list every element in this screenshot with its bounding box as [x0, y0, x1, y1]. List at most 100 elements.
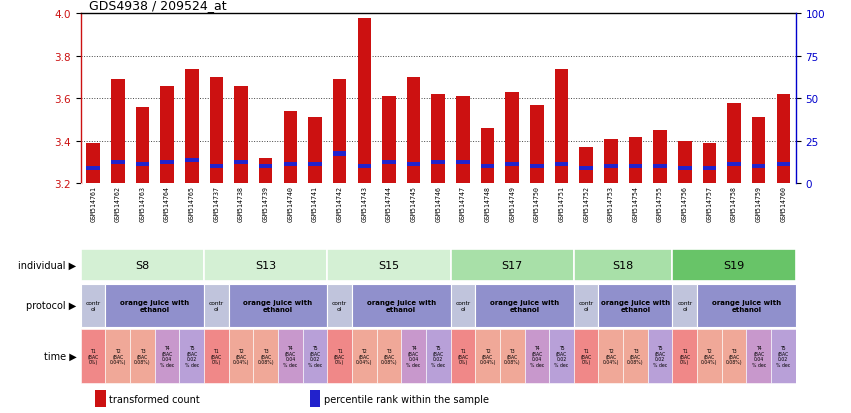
- Bar: [697, 330, 722, 383]
- Text: T2
(BAC
0.04%): T2 (BAC 0.04%): [479, 348, 496, 364]
- Text: transformed count: transformed count: [110, 394, 200, 404]
- Text: GSM514751: GSM514751: [558, 186, 564, 222]
- Text: GSM514758: GSM514758: [731, 186, 737, 222]
- Bar: [87, 144, 100, 184]
- Bar: [135, 107, 149, 184]
- Bar: [629, 137, 643, 184]
- Bar: [450, 249, 574, 282]
- Bar: [654, 131, 667, 184]
- Text: GSM514739: GSM514739: [263, 186, 269, 222]
- Bar: [623, 330, 648, 383]
- Bar: [278, 330, 303, 383]
- Text: GSM514741: GSM514741: [312, 186, 318, 222]
- Bar: [402, 330, 426, 383]
- Bar: [352, 330, 377, 383]
- Bar: [629, 165, 643, 169]
- Bar: [475, 284, 574, 327]
- Bar: [328, 330, 352, 383]
- Text: T5
(BAC
0.02
% dec: T5 (BAC 0.02 % dec: [554, 346, 568, 367]
- Bar: [180, 330, 204, 383]
- Bar: [111, 80, 124, 184]
- Bar: [728, 163, 741, 167]
- Bar: [678, 142, 692, 184]
- Bar: [333, 152, 346, 156]
- Text: GSM514755: GSM514755: [657, 186, 663, 222]
- Text: GSM514740: GSM514740: [288, 186, 294, 222]
- Bar: [481, 165, 494, 169]
- Bar: [703, 144, 717, 184]
- Text: GSM514749: GSM514749: [509, 186, 515, 222]
- Bar: [598, 284, 672, 327]
- Bar: [333, 80, 346, 184]
- Text: T2
(BAC
0.04%): T2 (BAC 0.04%): [110, 348, 126, 364]
- Text: GSM514762: GSM514762: [115, 186, 121, 222]
- Text: T1
(BAC
0%): T1 (BAC 0%): [334, 348, 346, 364]
- Bar: [303, 330, 328, 383]
- Text: S19: S19: [723, 260, 745, 271]
- Bar: [357, 19, 371, 184]
- Text: GSM514754: GSM514754: [632, 186, 638, 222]
- Bar: [771, 330, 796, 383]
- Text: T5
(BAC
0.02
% dec: T5 (BAC 0.02 % dec: [308, 346, 323, 367]
- Text: GSM514745: GSM514745: [411, 186, 417, 222]
- Bar: [450, 330, 475, 383]
- Bar: [654, 165, 667, 169]
- Text: contr
ol: contr ol: [208, 300, 224, 311]
- Text: T5
(BAC
0.02
% dec: T5 (BAC 0.02 % dec: [431, 346, 445, 367]
- Text: GSM514744: GSM514744: [386, 186, 392, 222]
- Text: individual ▶: individual ▶: [19, 260, 77, 271]
- Bar: [604, 139, 618, 184]
- Text: orange juice with
ethanol: orange juice with ethanol: [243, 299, 312, 312]
- Text: GSM514761: GSM514761: [90, 186, 96, 222]
- Bar: [259, 165, 272, 169]
- Bar: [648, 330, 672, 383]
- Bar: [357, 165, 371, 169]
- Bar: [283, 112, 297, 184]
- Bar: [377, 330, 402, 383]
- Bar: [382, 97, 396, 184]
- Text: GSM514759: GSM514759: [756, 186, 762, 222]
- Bar: [549, 330, 574, 383]
- Bar: [777, 163, 790, 167]
- Bar: [204, 330, 229, 383]
- Text: protocol ▶: protocol ▶: [26, 301, 77, 311]
- Text: T2
(BAC
0.04%): T2 (BAC 0.04%): [356, 348, 373, 364]
- Bar: [106, 284, 204, 327]
- Text: S8: S8: [135, 260, 150, 271]
- Bar: [574, 284, 598, 327]
- Bar: [308, 163, 322, 167]
- Text: T4
(BAC
0.04
% dec: T4 (BAC 0.04 % dec: [529, 346, 544, 367]
- Bar: [598, 330, 623, 383]
- Text: orange juice with
ethanol: orange juice with ethanol: [711, 299, 781, 312]
- Bar: [328, 249, 450, 282]
- Bar: [209, 78, 223, 184]
- Text: GSM514753: GSM514753: [608, 186, 614, 222]
- Bar: [530, 105, 544, 184]
- Text: T2
(BAC
0.04%): T2 (BAC 0.04%): [603, 348, 619, 364]
- Bar: [456, 97, 470, 184]
- Bar: [450, 284, 475, 327]
- Text: orange juice with
ethanol: orange juice with ethanol: [490, 299, 559, 312]
- Bar: [475, 330, 500, 383]
- Text: T1
(BAC
0%): T1 (BAC 0%): [211, 348, 222, 364]
- Text: T3
(BAC
0.08%): T3 (BAC 0.08%): [726, 348, 742, 364]
- Bar: [555, 163, 568, 167]
- Bar: [580, 148, 593, 184]
- Text: GSM514752: GSM514752: [583, 186, 589, 222]
- Bar: [722, 330, 746, 383]
- Bar: [407, 163, 420, 167]
- Bar: [505, 93, 519, 184]
- Text: GSM514764: GSM514764: [164, 186, 170, 222]
- Text: S17: S17: [501, 260, 523, 271]
- Text: T4
(BAC
0.04
% dec: T4 (BAC 0.04 % dec: [160, 346, 174, 367]
- Text: T1
(BAC
0%): T1 (BAC 0%): [679, 348, 690, 364]
- Bar: [87, 167, 100, 171]
- Text: GSM514738: GSM514738: [238, 186, 244, 222]
- Bar: [604, 165, 618, 169]
- Bar: [209, 165, 223, 169]
- Text: GSM514746: GSM514746: [435, 186, 442, 222]
- Bar: [672, 249, 796, 282]
- Text: T3
(BAC
0.08%): T3 (BAC 0.08%): [504, 348, 521, 364]
- Bar: [752, 165, 766, 169]
- Text: GSM514760: GSM514760: [780, 186, 786, 222]
